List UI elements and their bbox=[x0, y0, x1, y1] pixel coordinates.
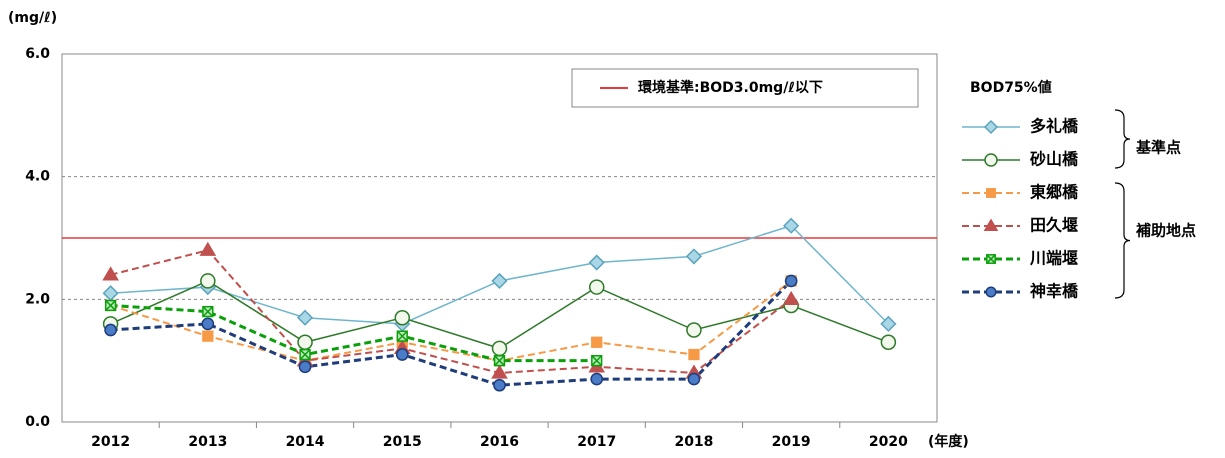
marker bbox=[102, 266, 119, 281]
marker bbox=[199, 241, 217, 256]
marker bbox=[588, 279, 605, 295]
series-line bbox=[110, 249, 792, 374]
marker-cross bbox=[494, 355, 505, 367]
marker bbox=[588, 254, 605, 271]
marker bbox=[685, 248, 703, 265]
series-line bbox=[110, 279, 793, 387]
reference-legend-box bbox=[571, 68, 919, 108]
x-tick-label: 2013 bbox=[188, 434, 227, 450]
marker bbox=[491, 272, 508, 289]
marker bbox=[983, 218, 999, 231]
marker bbox=[491, 340, 508, 357]
legend-label: 東郷橋 bbox=[1030, 183, 1079, 202]
marker bbox=[104, 299, 117, 312]
legend-group: 補助地点 bbox=[1135, 222, 1196, 240]
marker-cross bbox=[299, 349, 311, 360]
marker bbox=[590, 372, 604, 386]
marker bbox=[986, 188, 996, 198]
legend-bracket bbox=[1114, 182, 1131, 299]
legend-group: 基準点 bbox=[1135, 139, 1181, 157]
marker bbox=[394, 309, 411, 326]
marker bbox=[784, 274, 798, 288]
legend-label: 田久堰 bbox=[1030, 216, 1078, 235]
marker bbox=[686, 322, 702, 338]
marker bbox=[201, 317, 215, 331]
marker bbox=[396, 330, 408, 342]
marker bbox=[202, 305, 214, 318]
marker bbox=[783, 217, 800, 234]
marker bbox=[102, 285, 119, 302]
marker bbox=[687, 372, 701, 386]
marker-cross bbox=[105, 300, 117, 311]
marker bbox=[395, 348, 409, 361]
marker-cross bbox=[591, 355, 603, 367]
x-tick-label: 2020 bbox=[869, 434, 908, 450]
marker bbox=[984, 153, 998, 167]
marker bbox=[591, 355, 603, 367]
marker bbox=[880, 334, 897, 351]
marker-cross bbox=[396, 330, 408, 342]
marker bbox=[986, 254, 996, 264]
marker bbox=[493, 378, 506, 392]
x-tick-label: 2015 bbox=[383, 434, 422, 450]
y-tick-label: 6.0 bbox=[25, 46, 50, 62]
legend-label: 多礼橋 bbox=[1030, 117, 1079, 136]
legend-label: 川端堰 bbox=[1029, 249, 1078, 268]
marker-cross bbox=[986, 254, 996, 264]
reference-legend-label: 環境基準:BOD3.0mg/ℓ以下 bbox=[638, 79, 823, 96]
legend-title: BOD75%値 bbox=[970, 79, 1052, 96]
legend-label: 砂山橋 bbox=[1030, 150, 1079, 169]
x-tick-label: 2017 bbox=[577, 434, 616, 450]
marker bbox=[983, 119, 999, 135]
marker bbox=[880, 315, 897, 332]
legend-bracket bbox=[1114, 109, 1131, 169]
marker bbox=[491, 364, 508, 379]
x-tick-label: 2014 bbox=[286, 434, 325, 450]
series-line bbox=[110, 303, 597, 363]
marker bbox=[782, 290, 800, 305]
y-tick-label: 4.0 bbox=[25, 169, 50, 185]
x-tick-label: 2018 bbox=[674, 434, 713, 450]
legend-label: 神幸橋 bbox=[1030, 282, 1079, 301]
x-tick-label: 2012 bbox=[91, 434, 130, 450]
marker bbox=[493, 355, 506, 367]
y-tick-label: 0.0 bbox=[25, 414, 50, 430]
y-tick-label: 2.0 bbox=[25, 291, 50, 307]
x-tick-label: 2016 bbox=[480, 434, 519, 450]
y-unit: (mg/ℓ) bbox=[8, 10, 57, 26]
marker bbox=[985, 286, 997, 298]
marker bbox=[299, 348, 311, 361]
marker bbox=[297, 334, 313, 351]
x-tick-label: 2019 bbox=[772, 434, 811, 450]
x-unit: (年度) bbox=[928, 433, 969, 450]
marker bbox=[298, 360, 312, 374]
marker bbox=[200, 273, 216, 289]
marker bbox=[202, 330, 214, 342]
marker bbox=[591, 336, 603, 348]
marker-cross bbox=[202, 306, 214, 318]
marker bbox=[104, 323, 117, 337]
marker bbox=[296, 309, 314, 326]
marker bbox=[688, 348, 700, 361]
